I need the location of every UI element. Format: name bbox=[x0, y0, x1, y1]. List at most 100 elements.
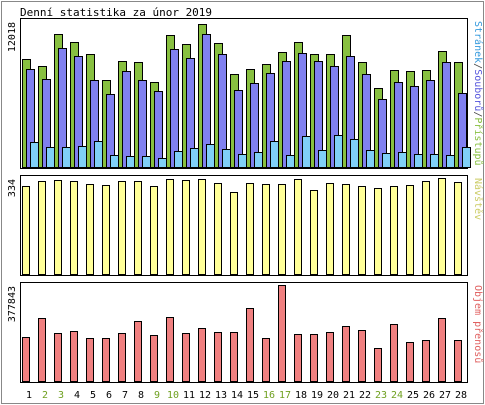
bar-objem-přenosů-day-23 bbox=[374, 348, 382, 382]
x-tick-label: 24 bbox=[391, 390, 403, 401]
x-tick-label: 20 bbox=[327, 390, 339, 401]
bar-stránek-day-18 bbox=[302, 136, 311, 168]
x-tick-label: 14 bbox=[231, 390, 243, 401]
bar-návštěv-day-3 bbox=[54, 180, 62, 275]
bar-stránek-day-26 bbox=[430, 154, 439, 168]
bar-objem-přenosů-day-22 bbox=[358, 330, 366, 382]
bar-návštěv-day-22 bbox=[358, 186, 366, 275]
bar-návštěv-day-6 bbox=[102, 185, 110, 275]
bar-objem-přenosů-day-20 bbox=[326, 332, 334, 382]
bar-objem-přenosů-day-26 bbox=[422, 340, 430, 382]
x-tick-label: 3 bbox=[58, 390, 64, 401]
bar-objem-přenosů-day-15 bbox=[246, 308, 254, 382]
x-tick-label: 15 bbox=[247, 390, 259, 401]
x-tick-label: 18 bbox=[295, 390, 307, 401]
bar-objem-přenosů-day-9 bbox=[150, 335, 158, 382]
bar-návštěv-day-21 bbox=[342, 184, 350, 275]
bar-návštěv-day-8 bbox=[134, 181, 142, 275]
x-tick-label: 6 bbox=[106, 390, 112, 401]
bar-stránek-day-6 bbox=[110, 155, 119, 168]
bar-stránek-day-25 bbox=[414, 154, 423, 168]
x-tick-label: 25 bbox=[407, 390, 419, 401]
bar-stránek-day-1 bbox=[30, 142, 39, 168]
series-axis-label-part: / bbox=[472, 111, 483, 117]
bar-objem-přenosů-day-3 bbox=[54, 333, 62, 382]
series-axis-label-part: Přístupů bbox=[472, 117, 484, 165]
x-tick-label: 2 bbox=[42, 390, 48, 401]
bar-objem-přenosů-day-17 bbox=[278, 285, 286, 382]
bar-objem-přenosů-day-11 bbox=[182, 333, 190, 382]
bar-stránek-day-4 bbox=[78, 146, 87, 168]
bar-návštěv-day-13 bbox=[214, 183, 222, 275]
chart-title: Denní statistika za únor 2019 bbox=[20, 6, 212, 19]
series-axis-label: Stránek/Souborů/Přístupů bbox=[472, 21, 484, 166]
bar-stránek-day-5 bbox=[94, 141, 103, 168]
bar-stránek-day-24 bbox=[398, 152, 407, 168]
bar-stránek-day-10 bbox=[174, 151, 183, 168]
x-tick-label: 17 bbox=[279, 390, 291, 401]
bar-stránek-day-2 bbox=[46, 147, 55, 168]
bar-stránek-day-14 bbox=[238, 154, 247, 168]
bar-objem-přenosů-day-25 bbox=[406, 342, 414, 382]
series-axis-label: Návštěv bbox=[472, 178, 484, 220]
bar-stránek-day-23 bbox=[382, 153, 391, 168]
x-tick-label: 7 bbox=[122, 390, 128, 401]
x-tick-label: 1 bbox=[26, 390, 32, 401]
bar-objem-přenosů-day-21 bbox=[342, 326, 350, 382]
bar-návštěv-day-9 bbox=[150, 186, 158, 275]
x-tick-label: 9 bbox=[154, 390, 160, 401]
bar-stránek-day-27 bbox=[446, 155, 455, 168]
x-tick-label: 27 bbox=[439, 390, 451, 401]
x-axis-labels: 1 2 3 4 5 6 7 8 9 10 11 12 13 14 15 16 17 18 19 20 21 22 23 24 2… bbox=[26, 390, 467, 401]
bar-stránek-day-13 bbox=[222, 149, 231, 168]
bar-objem-přenosů-day-8 bbox=[134, 321, 142, 382]
bar-objem-přenosů-day-1 bbox=[22, 337, 30, 382]
bar-návštěv-day-18 bbox=[294, 179, 302, 275]
bar-návštěv-day-23 bbox=[374, 188, 382, 275]
bar-stránek-day-12 bbox=[206, 144, 215, 168]
bar-stránek-day-3 bbox=[62, 147, 71, 168]
x-tick-label: 12 bbox=[199, 390, 211, 401]
bar-souborů-day-7 bbox=[122, 71, 131, 168]
bar-návštěv-day-12 bbox=[198, 179, 206, 275]
y-max-label: 12018 bbox=[7, 22, 18, 52]
bar-návštěv-day-2 bbox=[38, 181, 46, 275]
bar-objem-přenosů-day-27 bbox=[438, 318, 446, 382]
bar-návštěv-day-27 bbox=[438, 178, 446, 275]
bar-návštěv-day-5 bbox=[86, 184, 94, 275]
bar-stránek-day-20 bbox=[334, 135, 343, 168]
bar-návštěv-day-11 bbox=[182, 180, 190, 275]
x-tick-label: 23 bbox=[375, 390, 387, 401]
bar-stránek-day-7 bbox=[126, 156, 135, 168]
bar-návštěv-day-19 bbox=[310, 190, 318, 275]
bar-návštěv-day-24 bbox=[390, 186, 398, 275]
bar-souborů-day-10 bbox=[170, 49, 179, 168]
bar-objem-přenosů-day-24 bbox=[390, 324, 398, 382]
bar-stránek-day-19 bbox=[318, 150, 327, 168]
bar-objem-přenosů-day-4 bbox=[70, 331, 78, 382]
x-tick-label: 19 bbox=[311, 390, 323, 401]
bar-objem-přenosů-day-2 bbox=[38, 318, 46, 382]
bar-návštěv-day-17 bbox=[278, 184, 286, 275]
x-tick-label: 16 bbox=[263, 390, 275, 401]
bar-objem-přenosů-day-13 bbox=[214, 332, 222, 382]
bar-návštěv-day-28 bbox=[454, 182, 462, 275]
bar-souborů-day-17 bbox=[282, 61, 291, 168]
series-axis-label-part: Objem přenosů bbox=[472, 285, 484, 363]
series-axis-label-part: Stránek bbox=[472, 21, 484, 63]
y-max-label: 377843 bbox=[7, 286, 18, 322]
bar-stránek-day-21 bbox=[350, 139, 359, 168]
x-tick-label: 26 bbox=[423, 390, 435, 401]
bar-stránek-day-9 bbox=[158, 158, 167, 168]
bar-objem-přenosů-day-12 bbox=[198, 328, 206, 382]
bar-stránek-day-8 bbox=[142, 156, 151, 168]
bar-souborů-day-9 bbox=[154, 91, 163, 168]
bar-návštěv-day-1 bbox=[22, 186, 30, 275]
bar-návštěv-day-14 bbox=[230, 192, 238, 275]
bar-objem-přenosů-day-10 bbox=[166, 317, 174, 382]
bar-objem-přenosů-day-16 bbox=[262, 338, 270, 382]
bar-objem-přenosů-day-14 bbox=[230, 332, 238, 382]
bar-návštěv-day-4 bbox=[70, 181, 78, 275]
